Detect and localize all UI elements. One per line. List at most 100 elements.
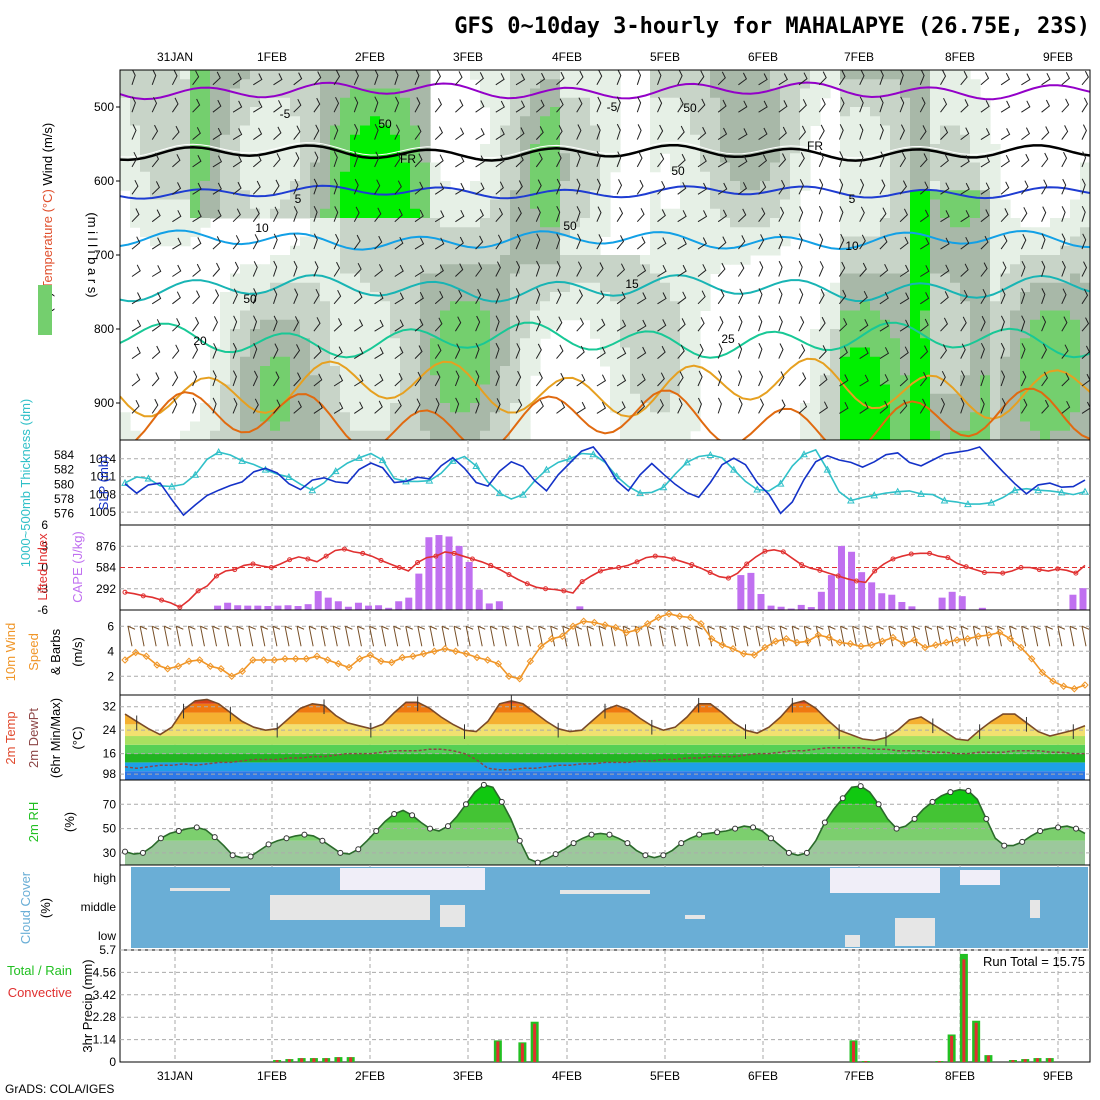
wind-speed-marker [483, 656, 492, 664]
wind-barb [1081, 178, 1086, 195]
wind-barb [394, 264, 404, 277]
wind-barb-10m [127, 625, 136, 647]
wind-barb [454, 397, 460, 414]
cape-bar [375, 605, 383, 610]
precip-convective-bar [962, 959, 966, 1062]
wind-barb [838, 97, 845, 113]
wind-barb [960, 236, 970, 250]
wind-barb [556, 344, 564, 359]
lifted-marker [817, 567, 823, 573]
wind-barb [859, 319, 869, 332]
wind-speed-marker [526, 657, 535, 665]
wind-speed-marker [857, 642, 865, 650]
wind-barb [212, 397, 217, 414]
wind-barb [333, 289, 342, 305]
wind-barb [434, 317, 443, 332]
wind-barb [475, 288, 482, 305]
precip-panel-frame [119, 949, 1091, 1063]
wind-barb [1020, 288, 1026, 304]
wind-barb [535, 260, 541, 277]
rh-marker [211, 834, 218, 841]
wind-barb [798, 99, 807, 113]
wind-barb [980, 262, 988, 277]
wind-barb [616, 235, 625, 250]
wind-barb [818, 71, 827, 86]
wind-barb [677, 318, 686, 332]
wind-barb [859, 96, 864, 113]
wind-speed-marker [441, 645, 449, 653]
wind-barb [859, 290, 868, 305]
rh-marker [624, 840, 631, 847]
wind-barb [758, 398, 764, 414]
lifted-marker [561, 588, 567, 594]
cape-bar [294, 605, 302, 610]
cloud-tick-label: high [93, 871, 116, 885]
lifted-marker [835, 573, 841, 579]
isotherm-label: 50 [671, 164, 685, 178]
wind-barb [818, 288, 825, 305]
wind-barb [475, 72, 484, 86]
wind-barb [778, 179, 786, 195]
wind-barb [212, 209, 222, 223]
wind-barb [576, 261, 582, 277]
wind-barb [273, 233, 278, 250]
wind-barb [738, 155, 748, 168]
lifted-marker [1018, 565, 1024, 570]
wind-speed-marker [995, 628, 1004, 637]
wind-barb [596, 96, 602, 113]
wind-barb [495, 127, 505, 141]
wind-barb [232, 235, 240, 250]
wind-barb [333, 233, 340, 250]
wind-barb [556, 372, 565, 387]
rh-marker [660, 852, 667, 859]
wind-barb [293, 125, 301, 140]
rh-marker [714, 829, 721, 836]
wind-barb [273, 371, 280, 387]
wind-barb [515, 73, 526, 86]
wind-barb [515, 260, 521, 277]
wind-barb [414, 97, 421, 113]
wind-barb [616, 123, 621, 140]
wind-barb [556, 98, 564, 113]
wind-barb-10m [1045, 625, 1053, 647]
cape-bar [455, 545, 463, 610]
wind-barb [839, 374, 849, 387]
wind-speed-marker [494, 660, 503, 668]
wind-barb [313, 288, 320, 305]
wind-barb [515, 288, 520, 304]
wind-barb [798, 179, 804, 195]
wind-barb [980, 155, 991, 168]
lifted-marker [268, 565, 274, 570]
wind-barb [151, 70, 157, 85]
cape-bar [475, 589, 483, 610]
wind-barb [313, 233, 318, 250]
wind-barb [697, 70, 705, 86]
wind-barb [172, 344, 180, 359]
wind-barb [576, 178, 581, 195]
slp-tick-label: 1005 [89, 505, 116, 519]
wind-barb [616, 263, 626, 277]
wind-barb [535, 179, 542, 195]
cape-bar [395, 601, 403, 610]
wind-barb [273, 260, 278, 277]
wind-barb [414, 371, 422, 387]
wind-barb [131, 346, 141, 360]
wind-barb [232, 288, 238, 305]
wind-barb [434, 70, 441, 86]
wind-barb [414, 125, 422, 140]
wind-barb [232, 261, 239, 277]
wind-barb [333, 178, 338, 195]
wind-barb [414, 264, 425, 277]
wind-barb [920, 209, 930, 223]
wind-barb [758, 234, 765, 250]
wind-speed-marker [302, 655, 311, 663]
cape-bar [978, 607, 986, 610]
wind-barb [515, 233, 521, 250]
wind-barb [1000, 154, 1010, 168]
wind-barb-10m [296, 625, 305, 647]
wind-barb [818, 205, 823, 222]
wind-speed-marker [750, 651, 759, 659]
slp-ylabel: SLP (mb) [96, 456, 111, 511]
wind-barb [758, 207, 766, 223]
wind-barb [455, 155, 465, 168]
